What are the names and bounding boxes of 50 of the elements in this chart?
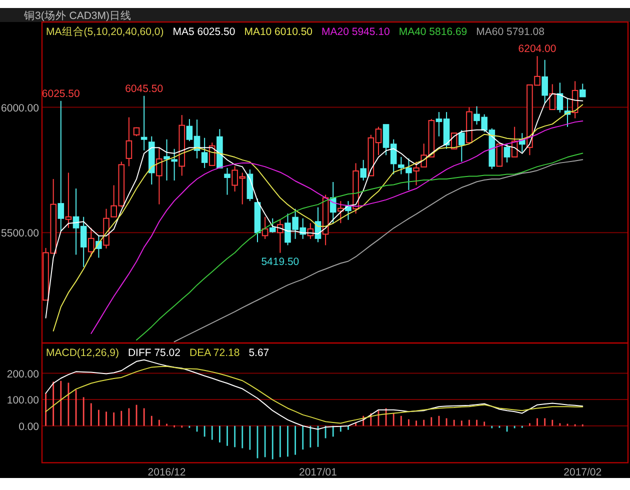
annotation: 6204.00 <box>518 43 556 56</box>
candlestick <box>413 161 420 186</box>
annotation: 6045.50 <box>125 82 164 95</box>
candlestick <box>201 137 208 168</box>
series-label: DEA 72.18 <box>189 347 240 359</box>
x-tick-label: 2016/12 <box>148 466 186 479</box>
text: MA10 6010.50 <box>244 26 313 38</box>
candlestick <box>542 59 548 104</box>
annotation: 5.67 <box>248 347 270 359</box>
candlestick <box>504 144 510 163</box>
text: MA40 5816.69 <box>398 26 468 38</box>
window-title-bar: 铜3(场外 CAD3M)日线 <box>0 8 630 22</box>
candlestick <box>556 82 564 114</box>
candlestick <box>549 84 556 110</box>
y-tick-label: 5500.00 <box>1 228 40 240</box>
series-label: DIFF 75.02 <box>128 347 181 359</box>
candlestick <box>65 172 72 228</box>
candlestick <box>171 148 178 181</box>
line-series <box>45 366 584 424</box>
text: MA5 6025.50 <box>172 26 236 38</box>
text: MA20 5945.10 <box>322 26 390 38</box>
y-tick-label: 200.00 <box>6 368 40 380</box>
candlestick <box>579 83 586 98</box>
candlestick <box>277 219 284 254</box>
candlestick <box>406 158 412 191</box>
y-tick-label: 6000.00 <box>1 102 40 114</box>
candlestick <box>360 159 366 181</box>
x-tick-label: 2017/02 <box>564 466 602 479</box>
chart-subtitle: MA组合(5,10,20,40,60,0) <box>46 25 164 38</box>
candlestick <box>330 182 336 224</box>
candlestick <box>269 218 276 234</box>
text: MA60 5791.08 <box>476 26 545 38</box>
chart-title: 铜3(场外 CAD3M)日线 <box>23 9 132 22</box>
y-tick-label: 0.00 <box>18 420 40 433</box>
candlestick <box>458 130 465 162</box>
candlestick <box>496 144 503 167</box>
x-tick-label: 2017/01 <box>299 466 338 479</box>
candlestick <box>398 156 404 175</box>
candlestick <box>58 100 64 232</box>
annotation: 5419.50 <box>261 256 300 268</box>
line-series <box>45 359 584 430</box>
y-tick-label: 100.00 <box>6 394 40 407</box>
chart-title: MACD(12,26,9) <box>46 347 119 359</box>
candlestick <box>156 146 162 205</box>
candlestick <box>88 227 94 257</box>
candlestick <box>126 116 132 167</box>
candlestick <box>164 138 170 181</box>
candlestick <box>140 95 148 151</box>
annotation: 6025.50 <box>42 88 80 100</box>
candlestick <box>224 167 230 196</box>
